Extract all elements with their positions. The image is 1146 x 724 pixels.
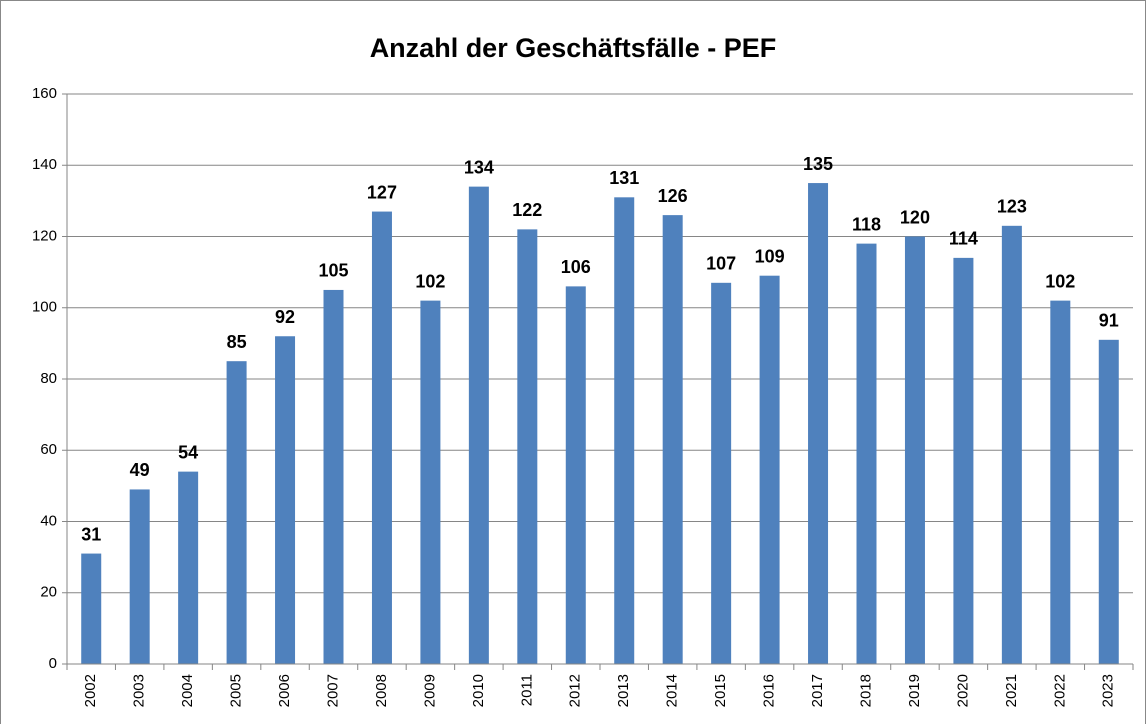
bar bbox=[178, 471, 199, 664]
y-tick-label: 100 bbox=[32, 299, 57, 316]
data-label: 91 bbox=[1099, 311, 1119, 331]
bar bbox=[1050, 300, 1071, 664]
x-tick-label: 2009 bbox=[421, 674, 438, 707]
x-tick-label: 2019 bbox=[906, 674, 923, 707]
data-label: 102 bbox=[415, 271, 445, 291]
y-tick-label: 20 bbox=[40, 584, 57, 601]
x-tick-label: 2017 bbox=[809, 674, 826, 707]
data-label: 131 bbox=[609, 168, 639, 188]
bar bbox=[420, 300, 441, 664]
bar bbox=[275, 336, 296, 664]
x-tick-label: 2005 bbox=[228, 674, 245, 707]
x-tick-label: 2018 bbox=[857, 674, 874, 707]
bar bbox=[759, 275, 780, 664]
y-tick-label: 160 bbox=[32, 85, 57, 102]
x-tick-label: 2014 bbox=[664, 674, 681, 707]
x-tick-label: 2016 bbox=[761, 674, 778, 707]
data-label: 107 bbox=[706, 254, 736, 274]
bar bbox=[614, 197, 635, 664]
data-label: 127 bbox=[367, 182, 397, 202]
x-tick-label: 2002 bbox=[82, 674, 99, 707]
bar bbox=[904, 236, 925, 664]
x-tick-label: 2021 bbox=[1003, 674, 1020, 707]
x-tick-label: 2020 bbox=[954, 674, 971, 707]
data-label: 134 bbox=[464, 157, 494, 177]
chart-title: Anzahl der Geschäftsfälle - PEF bbox=[370, 33, 777, 63]
x-tick-label: 2006 bbox=[276, 674, 293, 707]
y-tick-label: 60 bbox=[40, 441, 57, 458]
x-tick-label: 2012 bbox=[567, 674, 584, 707]
y-tick-label: 0 bbox=[49, 655, 57, 672]
data-label: 92 bbox=[275, 307, 295, 327]
x-tick-label: 2015 bbox=[712, 674, 729, 707]
bar bbox=[856, 243, 877, 664]
data-label: 49 bbox=[130, 460, 150, 480]
data-label: 123 bbox=[997, 197, 1027, 217]
data-label: 109 bbox=[755, 246, 785, 266]
bar bbox=[662, 215, 683, 664]
y-tick-label: 40 bbox=[40, 512, 57, 529]
bar bbox=[953, 257, 974, 664]
data-label: 126 bbox=[658, 186, 688, 206]
data-label: 120 bbox=[900, 207, 930, 227]
bar bbox=[565, 286, 586, 664]
x-tick-label: 2010 bbox=[470, 674, 487, 707]
x-tick-label: 2004 bbox=[179, 674, 196, 707]
bar bbox=[371, 211, 392, 664]
data-label: 85 bbox=[227, 332, 247, 352]
bar bbox=[808, 183, 829, 664]
bar bbox=[81, 553, 102, 664]
bar bbox=[1001, 225, 1022, 664]
x-tick-label: 2008 bbox=[373, 674, 390, 707]
x-tick-label: 2022 bbox=[1051, 674, 1068, 707]
data-label: 31 bbox=[81, 524, 101, 544]
data-label: 135 bbox=[803, 154, 833, 174]
bar bbox=[468, 186, 489, 664]
bar bbox=[129, 489, 150, 664]
bar bbox=[517, 229, 538, 664]
data-label: 105 bbox=[318, 261, 348, 281]
x-tick-label: 2007 bbox=[324, 674, 341, 707]
x-tick-label: 2003 bbox=[131, 674, 148, 707]
bar bbox=[1098, 339, 1119, 664]
bar bbox=[323, 289, 344, 664]
y-tick-label: 140 bbox=[32, 156, 57, 173]
y-tick-label: 80 bbox=[40, 370, 57, 387]
x-tick-label: 2013 bbox=[615, 674, 632, 707]
data-label: 54 bbox=[178, 442, 198, 462]
y-tick-label: 120 bbox=[32, 227, 57, 244]
x-tick-label: 2023 bbox=[1100, 674, 1117, 707]
data-label: 118 bbox=[852, 214, 881, 234]
bar bbox=[226, 361, 247, 664]
data-label: 102 bbox=[1045, 271, 1075, 291]
x-tick-label: 2011 bbox=[518, 674, 535, 706]
data-label: 122 bbox=[512, 200, 542, 220]
data-label: 106 bbox=[561, 257, 591, 277]
data-label: 114 bbox=[949, 229, 978, 249]
bar bbox=[711, 282, 732, 664]
